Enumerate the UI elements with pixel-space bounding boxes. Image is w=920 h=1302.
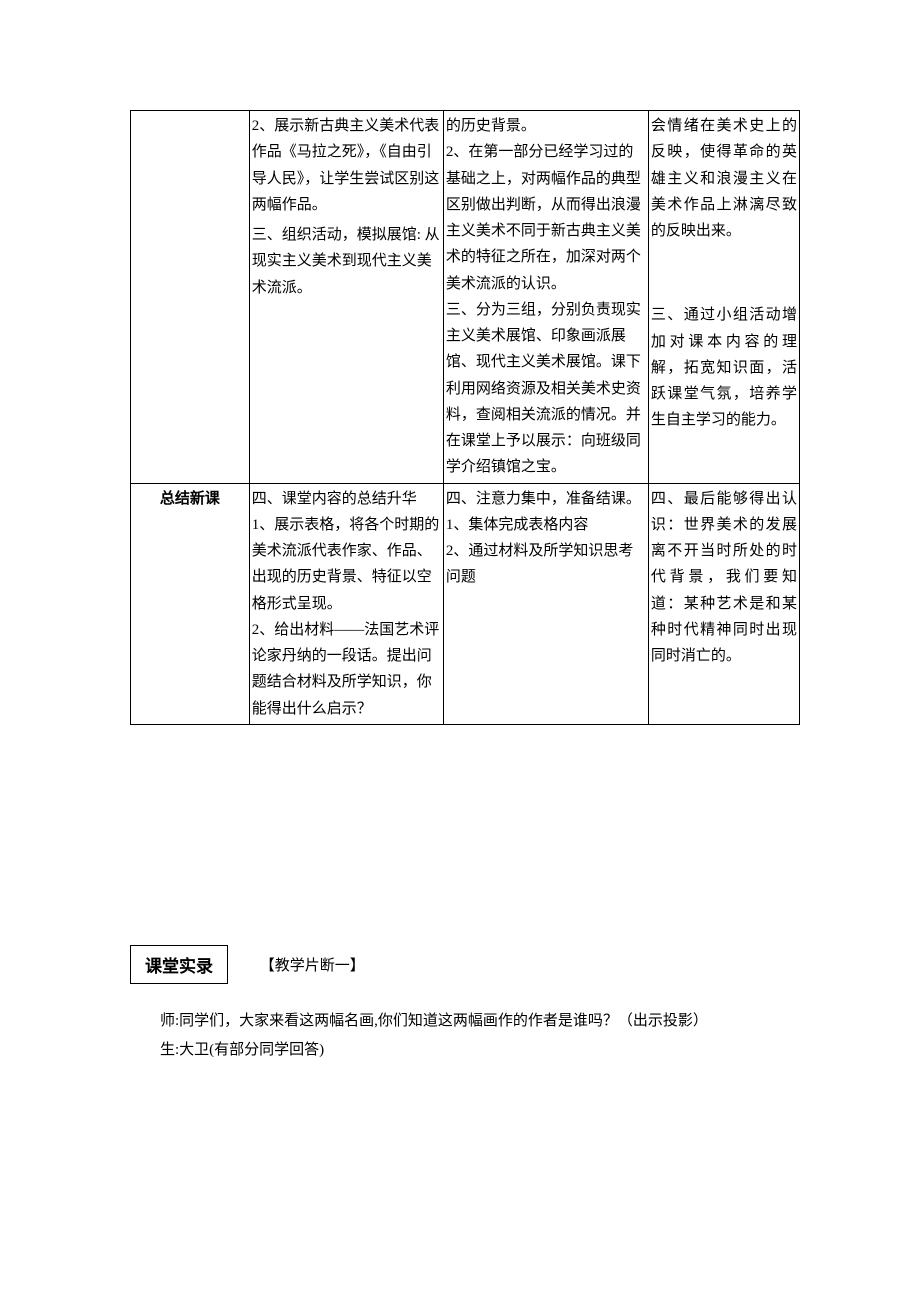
cell-text: 的历史背景。 [446,113,646,139]
dialog-block: 师:同学们，大家来看这两幅名画,你们知道这两幅画作的作者是谁吗？（出示投影） 生… [130,1008,800,1064]
cell-text: 四、课堂内容的总结升华 [252,486,441,512]
classroom-record-label: 课堂实录 [130,945,228,984]
teacher-activity-cell: 四、课堂内容的总结升华 1、展示表格，将各个时期的美术流派代表作家、作品、出现的… [249,483,443,724]
row-label-cell: 总结新课 [131,483,250,724]
cell-text: 四、注意力集中，准备结课。 [446,486,646,512]
teacher-activity-cell: 2、展示新古典主义美术代表作品《马拉之死》，《自由引导人民》，让学生尝试区别这两… [249,111,443,484]
table-row: 2、展示新古典主义美术代表作品《马拉之死》，《自由引导人民》，让学生尝试区别这两… [131,111,800,484]
classroom-record-section: 课堂实录 【教学片断一】 师:同学们，大家来看这两幅名画,你们知道这两幅画作的作… [130,945,800,1064]
cell-text: 三、分为三组，分别负责现实主义美术展馆、印象画派展馆、现代主义美术展馆。课下利用… [446,297,646,481]
cell-text: 会情绪在美术史上的反映，使得革命的英雄主义和浪漫主义在美术作品上淋漓尽致的反映出… [651,113,797,244]
cell-text: 1、集体完成表格内容 [446,512,646,538]
segment-title: 【教学片断一】 [260,954,365,975]
table-row: 总结新课 四、课堂内容的总结升华 1、展示表格，将各个时期的美术流派代表作家、作… [131,483,800,724]
dialog-line: 师:同学们，大家来看这两幅名画,你们知道这两幅画作的作者是谁吗？（出示投影） [130,1008,800,1035]
lesson-plan-table: 2、展示新古典主义美术代表作品《马拉之死》，《自由引导人民》，让学生尝试区别这两… [130,110,800,725]
student-activity-cell: 四、注意力集中，准备结课。 1、集体完成表格内容 2、通过材料及所学知识思考问题 [443,483,648,724]
cell-text: 2、给出材料——法国艺术评论家丹纳的一段话。提出问题结合材料及所学知识，你能得出… [252,617,441,722]
cell-text: 2、通过材料及所学知识思考问题 [446,538,646,591]
design-intent-cell: 会情绪在美术史上的反映，使得革命的英雄主义和浪漫主义在美术作品上淋漓尽致的反映出… [648,111,799,484]
cell-text: 2、在第一部分已经学习过的基础之上，对两幅作品的典型区别做出判断，从而得出浪漫主… [446,139,646,297]
cell-text: 1、展示表格，将各个时期的美术流派代表作家、作品、出现的历史背景、特征以空格形式… [252,512,441,617]
cell-text: 2、展示新古典主义美术代表作品《马拉之死》，《自由引导人民》，让学生尝试区别这两… [252,113,441,218]
cell-text: 三、组织活动，模拟展馆: 从现实主义美术到现代主义美术流派。 [252,222,441,301]
design-intent-cell: 四、最后能够得出认识：世界美术的发展离不开当时所处的时代背景，我们要知道：某种艺… [648,483,799,724]
cell-text: 三、通过小组活动增加对课本内容的理解，拓宽知识面，活跃课堂气氛，培养学生自主学习… [651,302,797,433]
row-label-cell [131,111,250,484]
student-activity-cell: 的历史背景。 2、在第一部分已经学习过的基础之上，对两幅作品的典型区别做出判断，… [443,111,648,484]
dialog-line: 生:大卫(有部分同学回答) [130,1037,800,1064]
cell-text: 四、最后能够得出认识：世界美术的发展离不开当时所处的时代背景，我们要知道：某种艺… [651,486,797,670]
